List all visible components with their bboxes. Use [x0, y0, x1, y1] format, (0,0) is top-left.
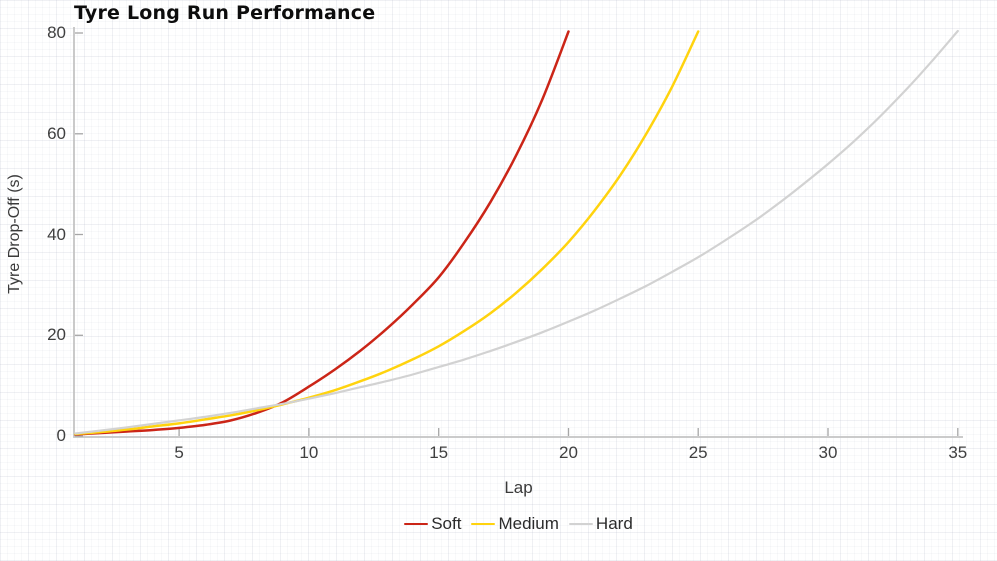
x-tick-label: 35 — [948, 443, 968, 462]
legend-swatch-hard — [568, 522, 593, 526]
x-axis-title: Lap — [504, 478, 533, 497]
axis-lines — [73, 27, 963, 438]
y-tick-label: 0 — [56, 426, 66, 445]
legend-label: Medium — [498, 514, 559, 533]
y-tick-label: 60 — [47, 123, 66, 143]
x-tick-label: 25 — [688, 443, 708, 462]
legend-item-hard: Hard — [568, 514, 633, 534]
legend-swatch-medium — [471, 522, 496, 526]
legend-swatch-soft — [404, 522, 429, 526]
x-tick-label: 10 — [299, 443, 319, 462]
legend-item-soft: Soft — [404, 514, 461, 534]
series-line-medium — [74, 30, 700, 436]
x-tick-label: 30 — [818, 443, 838, 462]
legend-label: Soft — [431, 514, 462, 533]
series-line-soft — [74, 30, 570, 436]
y-tick-label: 80 — [47, 23, 66, 42]
legend-label: Hard — [595, 514, 633, 533]
x-tick-label: 20 — [559, 443, 578, 462]
y-tick-label: 20 — [47, 325, 66, 345]
chart-title: Tyre Long Run Performance — [74, 2, 376, 24]
legend-item-medium: Medium — [471, 514, 559, 534]
x-tick-label: 15 — [429, 443, 449, 462]
legend: Soft Medium Hard — [74, 512, 963, 536]
series-line-hard — [74, 29, 959, 435]
y-tick-label: 40 — [47, 224, 66, 244]
x-tick-label: 5 — [174, 443, 184, 462]
